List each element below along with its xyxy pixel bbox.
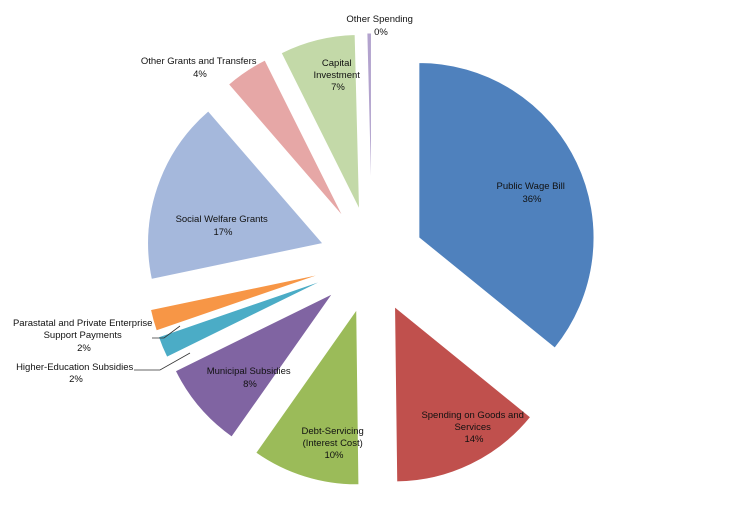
- pie-slice-other-spending: [366, 32, 372, 209]
- pie-slice-social-welfare-grants: [147, 110, 324, 280]
- pie-slice-higher-education-subsidies: [158, 279, 325, 358]
- pie-slice-other-grants-and-transfers: [228, 59, 344, 218]
- pie-slice-debt-servicing-interest-cost: [255, 308, 360, 486]
- label-higher-education: Higher-Education Subsidies 2%: [16, 362, 136, 385]
- leader-lines: [134, 325, 191, 371]
- pie-slice-parastatal-and-private-enterprise-support-payments: [150, 273, 323, 332]
- label-other-grants: Other Grants and Transfers 4%: [141, 56, 259, 80]
- slice-labels: Public Wage Bill 36% Spending on Goods a…: [13, 14, 568, 461]
- label-capital-investment: Capital Investment 7%: [313, 58, 362, 93]
- pie-slices: [147, 32, 595, 486]
- pie-slice-spending-on-goods-and-services: [394, 305, 532, 483]
- pie-slice-public-wage-bill: [418, 62, 595, 349]
- pie-slice-municipal-subsidies: [174, 293, 333, 438]
- label-goods-and-services: Spending on Goods and Services 14%: [421, 410, 526, 445]
- label-social-welfare: Social Welfare Grants 17%: [176, 214, 271, 238]
- label-public-wage-bill: Public Wage Bill 36%: [497, 181, 568, 205]
- label-municipal-subsidies: Municipal Subsidies 8%: [207, 366, 294, 390]
- leader-line-higher-education: [134, 352, 191, 371]
- pie-slice-capital-investment: [280, 34, 360, 210]
- label-debt-servicing: Debt-Servicing (Interest Cost) 10%: [302, 426, 367, 461]
- label-parastatal: Parastatal and Private Enterprise Suppor…: [13, 318, 155, 354]
- label-other-spending: Other Spending 0%: [346, 14, 415, 38]
- leader-line-parastatal: [152, 325, 181, 339]
